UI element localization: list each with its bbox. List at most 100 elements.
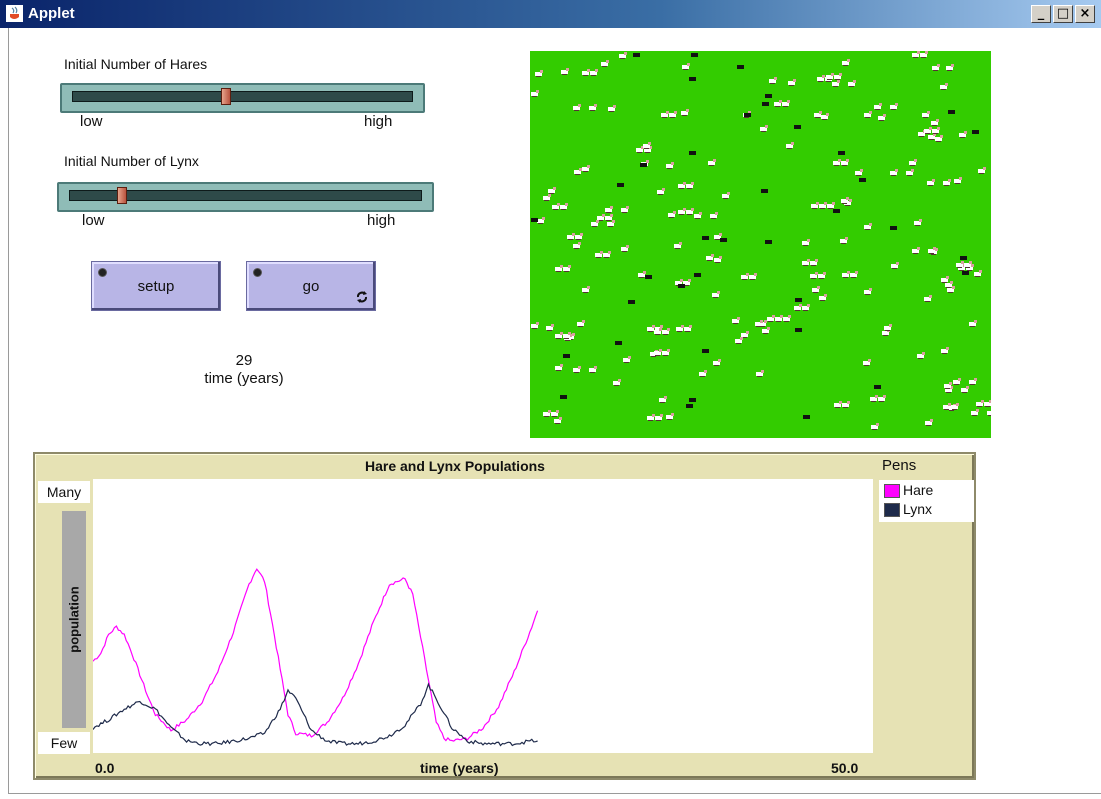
title-bar[interactable]: Applet _ □ ×	[0, 0, 1101, 28]
hare-agent	[666, 162, 674, 169]
hare-agent	[767, 315, 775, 322]
hare-agent	[783, 315, 791, 322]
hare-agent	[638, 271, 646, 278]
slider-thumb[interactable]	[117, 187, 128, 204]
hare-agent	[909, 159, 917, 166]
hare-agent	[878, 114, 886, 121]
hare-agent	[864, 111, 872, 118]
maximize-button[interactable]: □	[1053, 5, 1073, 23]
close-button[interactable]: ×	[1075, 5, 1095, 23]
hare-agent	[608, 105, 616, 112]
initial-hares-slider[interactable]	[60, 83, 425, 113]
hare-agent	[654, 349, 662, 356]
lynx-agent	[560, 395, 567, 399]
hare-agent	[552, 203, 560, 210]
hare-agent	[573, 104, 581, 111]
hare-agent	[613, 379, 621, 386]
hare-agent	[884, 324, 892, 331]
window-title: Applet	[28, 5, 75, 22]
hare-agent	[756, 370, 764, 377]
hare-agent	[714, 256, 722, 263]
hare-agent	[749, 273, 757, 280]
window-border-bottom	[8, 793, 1101, 794]
hare-agent	[537, 217, 545, 224]
window-border	[8, 28, 9, 793]
slider-track[interactable]	[72, 91, 413, 102]
world-view[interactable]	[530, 51, 991, 438]
hare-agent	[786, 142, 794, 149]
hare-agent	[945, 386, 953, 393]
hare-agent	[573, 366, 581, 373]
lynx-slider-label: Initial Number of Lynx	[64, 153, 199, 169]
hare-agent	[710, 212, 718, 219]
hare-agent	[951, 403, 959, 410]
hare-agent	[551, 410, 559, 417]
lynx-agent	[794, 125, 801, 129]
hare-agent	[917, 352, 925, 359]
lynx-agent	[615, 341, 622, 345]
forever-loop-icon	[357, 291, 367, 303]
hare-agent	[788, 79, 796, 86]
slider-thumb[interactable]	[220, 88, 231, 105]
button-indicator-icon	[98, 268, 107, 277]
hare-agent	[971, 409, 979, 416]
hare-agent	[548, 187, 556, 194]
initial-lynx-slider[interactable]	[57, 182, 434, 212]
hare-agent	[601, 60, 609, 67]
hare-agent	[619, 52, 627, 59]
hare-agent	[531, 90, 539, 97]
hares-slider-low: low	[80, 113, 103, 130]
series-line-lynx	[92, 682, 538, 747]
lynx-agent	[838, 151, 845, 155]
hare-agent	[940, 83, 948, 90]
hare-agent	[819, 294, 827, 301]
lynx-agent	[890, 226, 897, 230]
hare-agent	[794, 304, 802, 311]
time-monitor-label: time (years)	[204, 370, 284, 387]
hare-agent	[932, 127, 940, 134]
hare-agent	[582, 165, 590, 172]
hare-agent	[590, 69, 598, 76]
hare-agent	[978, 167, 986, 174]
hare-agent	[775, 315, 783, 322]
lynx-agent	[859, 178, 866, 182]
hare-agent	[554, 417, 562, 424]
hare-agent	[935, 135, 943, 142]
lynx-agent	[628, 300, 635, 304]
slider-track[interactable]	[69, 190, 422, 201]
hare-agent	[678, 208, 686, 215]
hare-agent	[531, 322, 539, 329]
hare-agent	[954, 177, 962, 184]
go-button[interactable]: go	[246, 261, 376, 311]
hare-agent	[643, 142, 651, 149]
hare-agent	[706, 254, 714, 261]
legend-title: Pens	[882, 457, 917, 474]
lynx-agent	[765, 240, 772, 244]
hare-agent	[741, 273, 749, 280]
hare-agent	[928, 247, 936, 254]
setup-button[interactable]: setup	[91, 261, 221, 311]
hare-agent	[956, 261, 964, 268]
hare-agent	[802, 259, 810, 266]
lynx-agent	[691, 53, 698, 57]
hare-agent	[699, 370, 707, 377]
hares-slider-high: high	[364, 113, 393, 130]
hare-agent	[827, 202, 835, 209]
hare-agent	[891, 262, 899, 269]
hare-agent	[589, 104, 597, 111]
hare-agent	[834, 401, 842, 408]
hare-agent	[708, 159, 716, 166]
minimize-button[interactable]: _	[1031, 5, 1051, 23]
hare-agent	[969, 320, 977, 327]
lynx-agent	[686, 404, 693, 408]
java-applet-icon	[6, 5, 23, 22]
hare-agent	[597, 214, 605, 221]
hare-agent	[647, 325, 655, 332]
lynx-agent	[962, 271, 969, 275]
lynx-agent	[689, 151, 696, 155]
hare-agent	[760, 125, 768, 132]
hare-agent	[842, 401, 850, 408]
lynx-agent	[689, 398, 696, 402]
hare-agent	[575, 233, 583, 240]
hare-agent	[741, 331, 749, 338]
